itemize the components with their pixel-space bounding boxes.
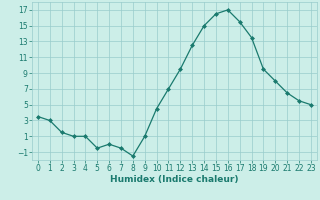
X-axis label: Humidex (Indice chaleur): Humidex (Indice chaleur) — [110, 175, 239, 184]
